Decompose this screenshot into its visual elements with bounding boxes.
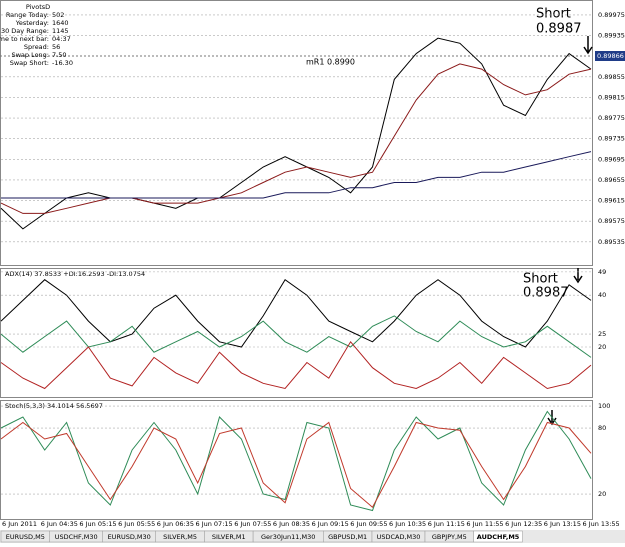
x-tick-label: 6 Jun 09:15: [312, 520, 349, 528]
indicator-line: [1, 151, 592, 199]
indicator-line: [0, 340, 592, 390]
arrow: [573, 268, 583, 284]
pivot-key: Swap Long:: [11, 51, 49, 59]
price-panel: [0, 0, 593, 266]
x-tick-label: 6 Jun 05:55: [118, 520, 155, 528]
tab-label[interactable]: Ger30Jun11,M30: [261, 533, 315, 541]
x-tick-label: 6 Jun 11:15: [428, 520, 465, 528]
pivot-key: Swap Short:: [10, 59, 49, 67]
y-tick-label: 49: [598, 268, 606, 276]
x-tick-label: 6 Jun 13:15: [544, 520, 581, 528]
current-price: 0.89866: [597, 52, 624, 60]
indicator-line: [0, 37, 592, 230]
pivot-key: Spread:: [24, 43, 49, 51]
pivot-value: -16.30: [52, 59, 73, 67]
tab-label[interactable]: USDCHF,M30: [55, 533, 98, 541]
current-price-box: [595, 51, 625, 61]
y-tick-label: 0.89575: [598, 217, 625, 225]
x-tick-label: 6 Jun 07:55: [234, 520, 271, 528]
x-tick-label: 6 Jun 12:35: [505, 520, 542, 528]
y-tick-label: 40: [598, 291, 606, 299]
pivot-value: 7.50: [52, 51, 66, 59]
tab[interactable]: [473, 530, 523, 543]
adx-panel: [0, 268, 593, 398]
y-tick-label: 100: [598, 402, 610, 410]
pivots-panel: [2, 2, 74, 72]
pivot-value: 1145: [52, 27, 69, 35]
pivot-key: Yesterday:: [15, 19, 49, 27]
x-tick-label: 6 Jun 08:35: [273, 520, 310, 528]
tab-label[interactable]: GBPJPY,M5: [432, 533, 467, 541]
x-tick-label: 6 Jun 07:15: [196, 520, 233, 528]
indicator-line: [0, 421, 592, 508]
tab-label[interactable]: EURUSD,M30: [108, 533, 151, 541]
tab-label[interactable]: SILVER,M1: [212, 533, 246, 541]
pivot-key: 30 Day Range:: [1, 27, 49, 35]
y-tick-label: 0.89975: [598, 11, 625, 19]
x-tick-label: 6 Jun 09:55: [350, 520, 387, 528]
x-tick-label: 6 Jun 05:15: [79, 520, 116, 528]
short-price: 0.8987: [523, 286, 569, 301]
x-tick-label: 6 Jun 13:55: [583, 520, 620, 528]
pivot-value: 1640: [52, 19, 69, 27]
x-tick-label: 6 Jun 2011: [2, 520, 37, 528]
pivot-value: 04:37: [52, 35, 71, 43]
tab-label[interactable]: AUDCHF,M5: [477, 533, 520, 541]
pivots-title: PivotsD: [26, 3, 50, 11]
stoch-panel: [0, 400, 593, 520]
pivot-key: Range Today:: [6, 11, 49, 19]
x-tick-label: 6 Jun 04:35: [41, 520, 78, 528]
tab-label[interactable]: USDCAD,M30: [377, 533, 421, 541]
y-tick-label: 0.89535: [598, 238, 625, 246]
y-tick-label: 20: [598, 343, 606, 351]
short-price: 0.8987: [536, 22, 582, 37]
indicator-line: [0, 278, 592, 348]
y-tick-label: 0.89815: [598, 93, 625, 101]
y-tick-label: 0.89855: [598, 73, 625, 81]
y-tick-label: 0.89735: [598, 135, 625, 143]
pivot-key: Time to next bar:: [0, 35, 49, 43]
x-tick-label: 6 Jun 10:35: [389, 520, 426, 528]
tab-label[interactable]: EURUSD,M5: [6, 533, 45, 541]
short-label: Short: [536, 7, 571, 22]
tab-label[interactable]: SILVER,M5: [163, 533, 197, 541]
y-tick-label: 0.89935: [598, 32, 625, 40]
short-label: Short: [523, 272, 558, 287]
arrow: [583, 36, 593, 55]
y-tick-label: 0.89615: [598, 197, 625, 205]
pivot-value: 56: [52, 43, 60, 51]
y-tick-label: 0.89655: [598, 176, 625, 184]
x-tick-label: 6 Jun 11:55: [466, 520, 503, 528]
adx-label: ADX(14) 37.8533 +DI:16.2593 -DI:13.0754: [5, 270, 145, 278]
x-tick-label: 6 Jun 06:35: [157, 520, 194, 528]
pivot-label: mR1 0.8990: [306, 58, 355, 67]
y-tick-label: 80: [598, 424, 606, 432]
y-tick-label: 20: [598, 490, 606, 498]
y-tick-label: 0.89695: [598, 155, 625, 163]
indicator-line: [0, 315, 592, 358]
y-tick-label: 0.89775: [598, 114, 625, 122]
indicator-line: [0, 63, 592, 214]
y-tick-label: 25: [598, 330, 606, 338]
indicator-line: [0, 410, 592, 512]
tab-label[interactable]: GBPUSD,M1: [328, 533, 367, 541]
